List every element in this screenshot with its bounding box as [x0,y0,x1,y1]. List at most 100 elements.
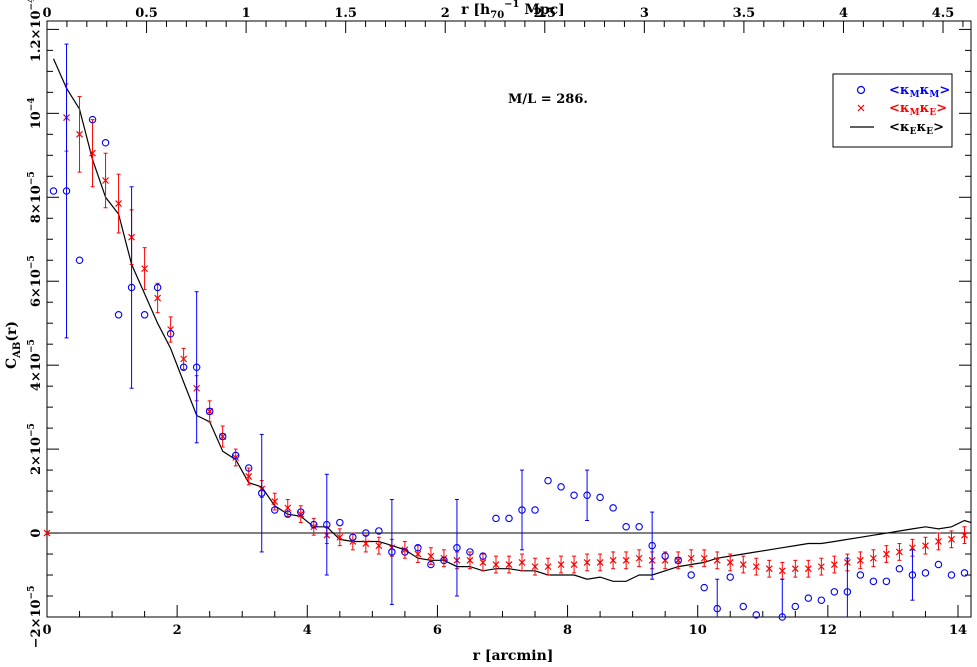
y-tick-label: 6×10−5 [27,255,44,307]
legend-2-mid: κ [917,120,927,135]
top-tick-labels: 0 0.5 1 1.5 2 2.5 3 3.5 4 4.5 [42,6,954,21]
legend-0-pre: <κ [889,83,910,98]
y-tick-mantissa: 2×10 [29,437,44,475]
kMkM-point [284,510,292,518]
kMkM-point [895,564,904,573]
kMkE-point [180,355,188,363]
y-axis-title-sub: AB [12,342,23,359]
x-tick-label: 12 [819,623,837,638]
top-axis-title-sup: −1 [504,0,519,10]
x-tick-label: 10 [689,623,707,638]
kMkE-point [935,538,942,545]
kMkM-point [518,506,526,514]
top-tick-label: 1 [242,6,251,21]
kMkM-point [310,520,318,529]
kMkM-point [179,363,188,372]
legend-label-kMkM: <κMκM> [889,83,950,100]
kMkE-point [414,550,422,558]
kMkM-point [596,493,604,502]
kMkM-point [583,491,591,500]
top-tick-label: 3.5 [733,6,756,21]
kMkM-point [713,604,721,613]
kMkM-point [440,556,448,565]
legend-2-sub2: E [926,127,933,137]
x-axis-title: r [arcmin] [473,648,554,664]
kMkE-point [115,200,123,208]
plot-axes [46,20,972,618]
y-axis-title-tail: (r) [4,321,20,342]
kMkM-point [257,489,266,497]
legend-2-sub1: E [910,127,917,137]
kMkE-point [804,565,812,573]
legend-1-pre: <κ [889,101,910,116]
legend-0-sub2: M [929,90,939,100]
kMkE-point [922,542,929,550]
kMkM-point [427,560,435,569]
kMkE-point [440,554,448,562]
top-tick-label: 4.5 [932,6,955,21]
kMkM-point [336,518,344,527]
kMkM-point [661,552,669,560]
kMkM-point [544,476,552,485]
kEkE-line [52,58,972,582]
kMkM-point [947,571,956,579]
kMkM-point [843,588,852,596]
kMkE-point [726,559,734,566]
kMkM-point [388,548,396,556]
y-tick-mantissa: 0 [29,529,44,538]
plot-frame [46,20,972,618]
x-tick-label: 14 [949,623,967,638]
kMkM-point [140,311,149,319]
kMkE-point [401,546,409,554]
kMkM-point [778,613,787,621]
legend-1-sub2: E [929,108,936,118]
kMkM-point [817,596,826,604]
kMkE-point [570,561,578,568]
top-tick-label: 0 [42,6,51,21]
y-tick-label: 0 [29,529,44,538]
kMkE-point [948,535,955,543]
kMkM-point [401,548,409,556]
legend-2-pre: <κ [889,120,910,135]
legend-frame [832,73,953,148]
kMkE-point [427,552,435,560]
kMkM-point [349,533,357,542]
legend-label-kEkE: <κEκE> [889,120,944,137]
kMkM-point [127,283,136,292]
legend-label-kMkE: <κMκE> [889,101,947,118]
kMkM-point [166,329,175,338]
kMkE-point [141,265,149,273]
legend-0-mid: κ [920,83,930,98]
kMkM-point [62,187,71,195]
y-tick-label: 8×10−5 [27,171,44,223]
top-tick-label: 0.5 [135,6,158,21]
kMkM-point [557,483,565,491]
legend-2-post: > [933,120,944,135]
kMkE-point [596,559,604,566]
y-tick-exponent: −5 [27,586,37,600]
top-tick-label: 2 [441,6,450,21]
top-tick-label: 2.5 [533,6,556,21]
kMkM-point [466,548,474,556]
kMkM-point [153,283,162,292]
y-axis-title: CAB(r) [4,321,23,369]
kMkM-point [362,529,370,537]
y-tick-label: −2×10−5 [27,586,44,649]
legend-1-sub1: M [910,108,920,118]
y-tick-mantissa: 1.2×10 [29,10,44,62]
kMkM-point [244,464,253,472]
kMkM-point [791,602,800,611]
kMkE-point [102,177,109,184]
legend-marker-circle [856,85,866,95]
kMkM-point [114,311,123,319]
kMkM-point [622,523,630,531]
legend-0-post: > [939,83,950,98]
x-tick-label: 0 [42,623,51,638]
tick-marks [46,21,971,618]
y-tick-label: 4×10−5 [27,339,44,391]
kMkE-point [505,561,513,568]
kMkM-point [700,583,708,592]
kMkM-point [479,552,487,560]
kMkE-point [466,556,474,564]
